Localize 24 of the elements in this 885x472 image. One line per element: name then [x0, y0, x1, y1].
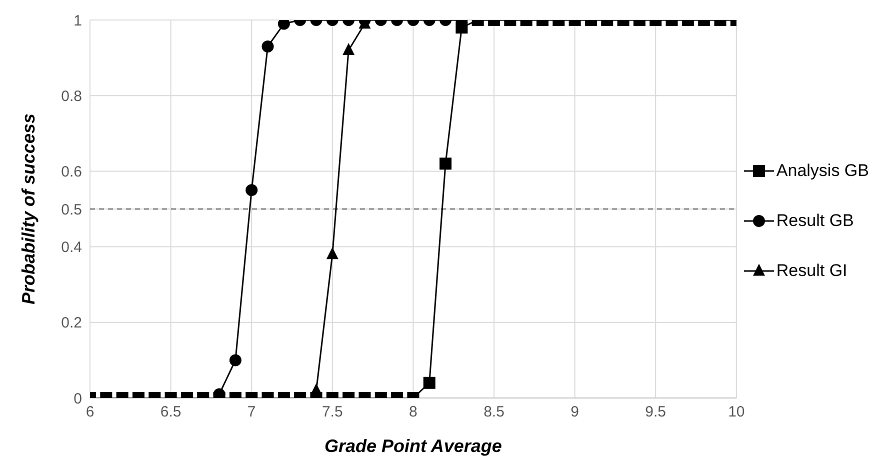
point: [246, 184, 258, 196]
legend-label: Result GB: [776, 211, 854, 231]
point: [326, 247, 338, 260]
legend-label: Result GI: [776, 261, 848, 281]
y-tick-label: 0.4: [61, 239, 82, 256]
x-tick-label: 8: [409, 404, 418, 421]
y-axis-title: Probability of success: [18, 113, 38, 305]
x-tick-label: 9: [570, 404, 579, 421]
x-tick-label: 6: [86, 404, 94, 421]
legend-label: Analysis GB: [776, 161, 869, 181]
x-tick-label: 8.5: [484, 404, 504, 421]
x-tick-label: 7: [247, 404, 256, 421]
y-tick-label: 0.8: [61, 88, 82, 105]
point: [440, 158, 452, 170]
x-tick-label: 6.5: [160, 404, 182, 421]
y-tick-label: 0: [74, 390, 82, 408]
y-tick-label: 0.5: [61, 201, 82, 218]
y-tick-label: 0.2: [61, 314, 82, 332]
y-tick-label: 1: [74, 12, 82, 30]
x-tick-label: 7.5: [322, 404, 343, 421]
x-tick-label: 9.5: [645, 404, 666, 421]
x-axis-title: Grade Point Average: [324, 436, 502, 456]
y-tick-label: 0.6: [61, 164, 82, 181]
x-tick-label: 10: [728, 404, 745, 421]
